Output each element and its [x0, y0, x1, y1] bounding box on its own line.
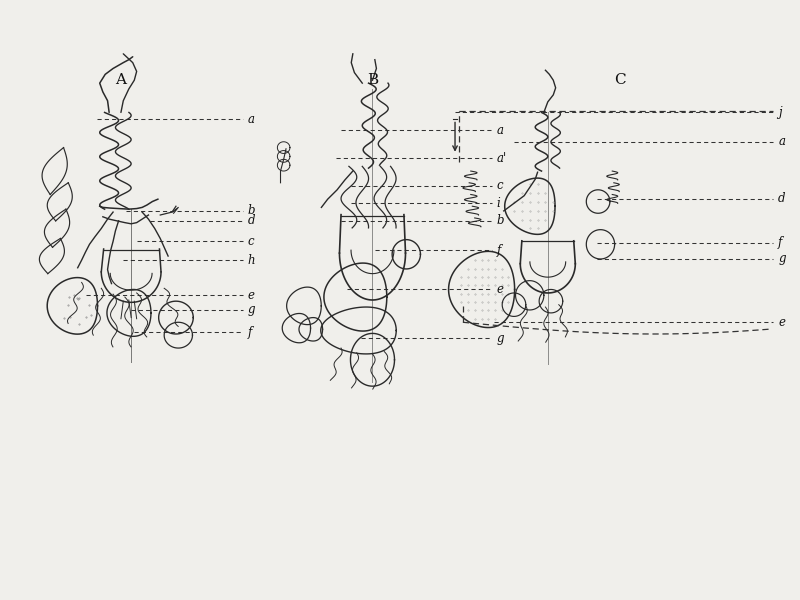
Text: j: j [778, 106, 782, 119]
Text: C: C [614, 73, 626, 87]
Text: A: A [115, 73, 126, 87]
Text: e: e [778, 316, 785, 329]
Text: f: f [778, 236, 782, 249]
Text: a: a [778, 135, 785, 148]
Text: b: b [247, 205, 255, 217]
Text: f: f [497, 244, 501, 257]
Text: d: d [778, 192, 786, 205]
Text: d: d [247, 214, 255, 227]
Text: B: B [367, 73, 378, 87]
Text: h: h [247, 254, 255, 266]
Text: c: c [247, 235, 254, 248]
Text: a: a [247, 113, 254, 126]
Text: e: e [497, 283, 504, 296]
Text: a: a [497, 124, 504, 137]
Text: g: g [497, 332, 504, 344]
Text: b: b [497, 214, 504, 227]
Text: e: e [247, 289, 254, 302]
Text: f: f [247, 326, 252, 339]
Text: c: c [497, 179, 503, 192]
Text: g: g [778, 253, 786, 265]
Text: i: i [497, 197, 501, 210]
Text: g: g [247, 304, 255, 316]
Text: a': a' [497, 152, 507, 164]
